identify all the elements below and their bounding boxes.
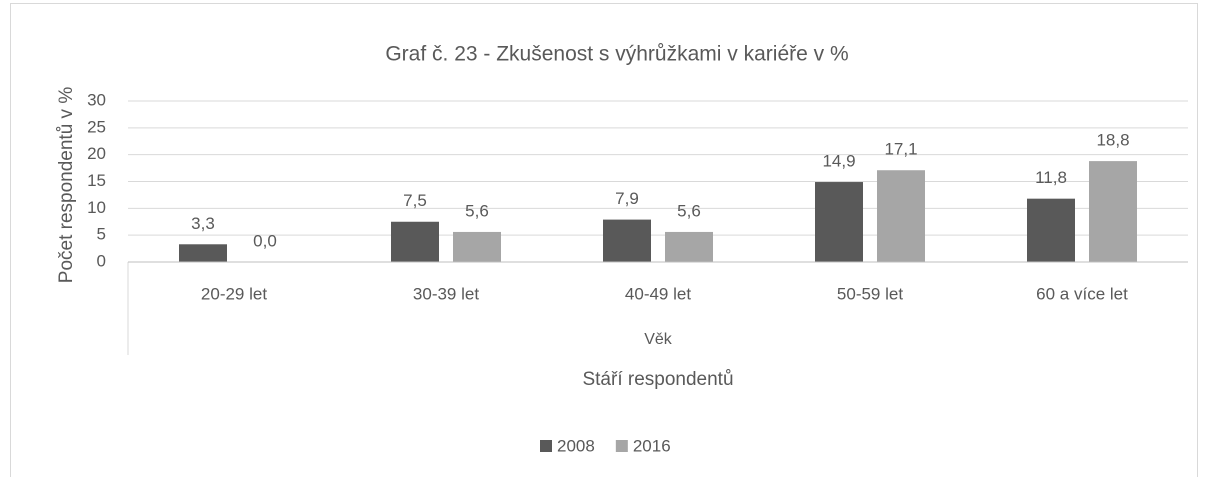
x-tick-label: 60 a více let <box>1036 284 1128 303</box>
y-tick-label: 25 <box>87 117 106 136</box>
data-label: 5,6 <box>465 201 489 220</box>
y-tick-label: 0 <box>97 251 106 270</box>
legend-label: 2016 <box>633 436 671 455</box>
x-tick-label: 40-49 let <box>625 284 691 303</box>
y-tick-label: 15 <box>87 171 106 190</box>
data-label: 3,3 <box>191 214 215 233</box>
y-tick-label: 30 <box>87 90 106 109</box>
data-label: 14,9 <box>822 152 855 171</box>
x-axis-title: Stáří respondentů <box>582 369 733 390</box>
legend-swatch <box>615 440 628 452</box>
x-group-label: Věk <box>644 331 673 348</box>
y-tick-label: 10 <box>87 198 106 217</box>
legend-swatch <box>540 440 552 452</box>
data-label: 18,8 <box>1096 131 1129 150</box>
bar <box>391 221 439 262</box>
chart-title: Graf č. 23 - Zkušenost s výhrůžkami v ka… <box>385 43 848 66</box>
bar <box>665 231 713 262</box>
data-label: 7,5 <box>403 191 427 210</box>
data-label: 17,1 <box>884 140 917 159</box>
bar <box>179 244 227 262</box>
x-tick-label: 20-29 let <box>201 284 267 303</box>
y-tick-label: 20 <box>87 144 106 163</box>
bar <box>603 219 651 262</box>
bar <box>453 231 501 262</box>
data-label: 5,6 <box>677 201 701 220</box>
data-label: 0,0 <box>253 231 277 250</box>
bar <box>877 170 925 262</box>
bar <box>1089 161 1137 262</box>
y-tick-label: 5 <box>97 225 106 244</box>
bar <box>1027 198 1075 262</box>
data-label: 7,9 <box>615 189 639 208</box>
data-label: 11,8 <box>1035 168 1067 187</box>
y-axis-title: Počet respondentů v % <box>56 87 77 284</box>
legend-label: 2008 <box>557 436 595 455</box>
bar <box>815 182 863 262</box>
x-tick-label: 30-39 let <box>413 284 479 303</box>
x-tick-label: 50-59 let <box>837 284 903 303</box>
